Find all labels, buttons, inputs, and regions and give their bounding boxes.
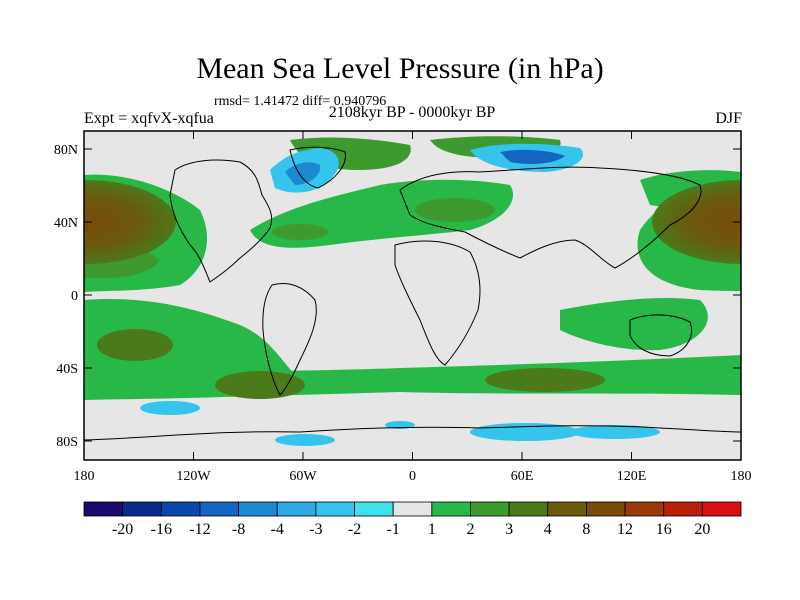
colorbar-swatch xyxy=(160,501,201,517)
colorbar-swatch xyxy=(122,501,162,517)
antarctic-low-1 xyxy=(275,434,335,446)
stats-label: rmsd= 1.41472 diff= 0.940796 xyxy=(214,94,387,109)
greenland-low-core xyxy=(285,162,321,185)
colorbar-swatch xyxy=(508,501,549,517)
colorbar-swatch xyxy=(701,501,742,517)
map-axis-ticks: 180 120W 60W 0 60E 120E 180 80N 40N 0 40S 80S xyxy=(54,131,752,484)
colorbar-swatch xyxy=(547,501,587,517)
colorbar-label: -3 xyxy=(309,521,322,538)
high-ne-pacific xyxy=(652,180,741,264)
colorbar-swatch xyxy=(238,501,278,517)
high-nw-pacific xyxy=(84,180,176,264)
coast-africa xyxy=(394,240,481,366)
colorbar-swatch xyxy=(470,501,510,517)
lon-tick-label: 180 xyxy=(74,469,95,484)
lon-tick-label: 60E xyxy=(511,469,534,484)
coast-north-america xyxy=(169,159,273,283)
colorbar-swatch xyxy=(83,501,124,517)
coast-antarctica xyxy=(84,425,741,441)
colorbar-label: -20 xyxy=(112,521,133,538)
colorbar-label: 20 xyxy=(694,521,710,538)
negative-anomaly-regions xyxy=(140,143,660,446)
lat-tick-label: 80N xyxy=(54,143,78,158)
high-south-pacific xyxy=(97,329,173,361)
colorbar-label: 12 xyxy=(617,521,633,538)
colorbar-label: 1 xyxy=(428,521,436,538)
lon-tick-label: 60W xyxy=(289,469,317,484)
colorbar-label: 2 xyxy=(466,521,474,538)
colorbar-label: -4 xyxy=(271,521,284,538)
colorbar-label: 4 xyxy=(544,521,552,538)
colorbar-swatch xyxy=(199,501,239,517)
lon-tick-label: 120E xyxy=(617,469,647,484)
period-label: 2108kyr BP - 0000kyr BP xyxy=(328,104,496,121)
south-pacific-low xyxy=(140,401,200,415)
lon-tick-label: 120W xyxy=(176,469,211,484)
experiment-label: Expt = xqfvX-xqfua xyxy=(84,110,214,127)
colorbar-swatch xyxy=(624,501,665,517)
colorbar: -20 -16 -12 -8 -4 -3 -2 -1 1 2 3 4 8 12 16 20 xyxy=(83,501,742,538)
lat-tick-label: 0 xyxy=(71,289,78,304)
barents-low-core xyxy=(500,149,565,164)
coast-europe-asia xyxy=(399,166,702,269)
lon-tick-label: 0 xyxy=(409,469,416,484)
colorbar-label: -1 xyxy=(387,521,400,538)
colorbar-swatch xyxy=(663,501,703,517)
season-label: DJF xyxy=(715,110,742,127)
antarctic-low-3 xyxy=(570,425,660,439)
high-south-atlantic xyxy=(215,371,305,399)
colorbar-label: -8 xyxy=(232,521,245,538)
colorbar-label: -2 xyxy=(348,521,361,538)
colorbar-label: 3 xyxy=(505,521,513,538)
colorbar-label: -16 xyxy=(151,521,172,538)
high-south-indian xyxy=(485,368,605,392)
colorbar-swatch xyxy=(315,501,355,517)
colorbar-label: 8 xyxy=(582,521,590,538)
colorbar-swatch xyxy=(431,501,471,517)
south-pacific-belt xyxy=(84,299,300,385)
high-europe xyxy=(415,198,495,222)
colorbar-swatch xyxy=(276,501,317,517)
coast-greenland xyxy=(289,146,346,189)
colorbar-swatch xyxy=(586,501,626,517)
lat-tick-label: 80S xyxy=(56,435,78,450)
high-anomaly-centers xyxy=(84,180,741,399)
colorbar-swatch xyxy=(354,501,394,517)
colorbar-label: -12 xyxy=(189,521,210,538)
lat-tick-label: 40S xyxy=(56,362,78,377)
colorbar-label: 16 xyxy=(656,521,672,538)
high-north-atlantic xyxy=(272,224,328,240)
lat-tick-label: 40N xyxy=(54,216,78,231)
coast-australia xyxy=(629,314,693,357)
indian-ocean-green xyxy=(560,298,708,351)
coast-south-america xyxy=(262,283,317,396)
map-title: Mean Sea Level Pressure (in hPa) xyxy=(196,52,604,85)
coastlines xyxy=(84,146,741,441)
map-field xyxy=(84,131,741,460)
lon-tick-label: 180 xyxy=(731,469,752,484)
colorbar-swatch xyxy=(392,501,433,517)
